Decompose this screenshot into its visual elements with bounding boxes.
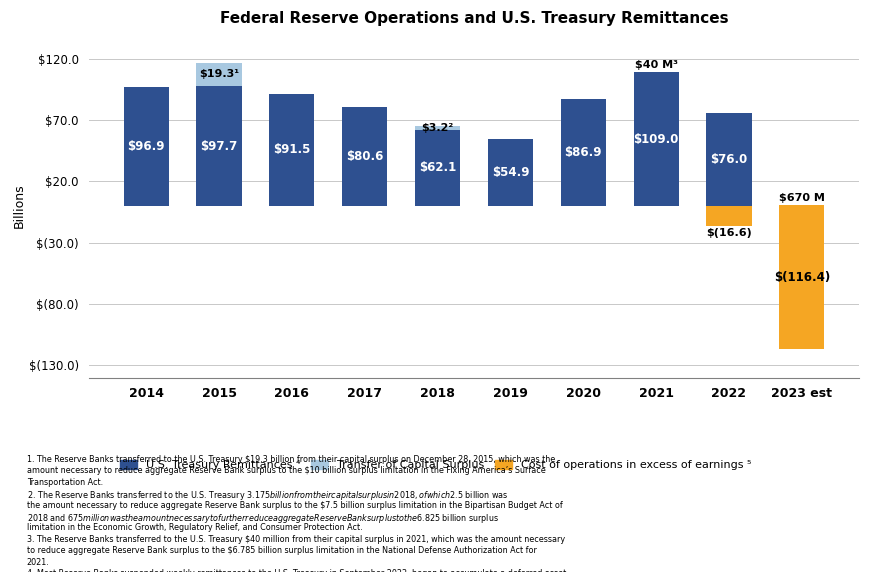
- Legend: U.S. Treasury Remittances ⁴, Transfer of Capital Surplus, Cost of operations in : U.S. Treasury Remittances ⁴, Transfer of…: [115, 455, 756, 475]
- Text: $3.2²: $3.2²: [422, 123, 454, 133]
- Text: $97.7: $97.7: [200, 140, 237, 153]
- Text: 2021.: 2021.: [27, 558, 50, 567]
- Text: to reduce aggregate Reserve Bank surplus to the $6.785 billion surplus limitatio: to reduce aggregate Reserve Bank surplus…: [27, 546, 536, 555]
- Bar: [197, 62, 242, 86]
- Text: 2018 and $675 million was the amount necessary to further reduce aggregate Reser: 2018 and $675 million was the amount nec…: [27, 512, 499, 525]
- Bar: [415, 130, 460, 206]
- Text: 2. The Reserve Banks transferred to the U.S. Treasury $3.175 billion from their : 2. The Reserve Banks transferred to the …: [27, 489, 508, 502]
- Bar: [706, 206, 751, 227]
- Bar: [269, 94, 315, 206]
- Title: Federal Reserve Operations and U.S. Treasury Remittances: Federal Reserve Operations and U.S. Trea…: [220, 11, 728, 26]
- Text: $76.0: $76.0: [711, 153, 748, 166]
- Bar: [706, 113, 751, 206]
- Text: $91.5: $91.5: [273, 144, 311, 156]
- Text: $(116.4): $(116.4): [773, 271, 830, 284]
- Text: Transportation Act.: Transportation Act.: [27, 478, 103, 487]
- Bar: [779, 206, 824, 348]
- Text: $62.1: $62.1: [419, 161, 456, 174]
- Y-axis label: Billions: Billions: [13, 184, 26, 228]
- Text: 1. The Reserve Banks transferred to the U.S. Treasury $19.3 billion from their c: 1. The Reserve Banks transferred to the …: [27, 455, 555, 464]
- Text: 3. The Reserve Banks transferred to the U.S. Treasury $40 million from their cap: 3. The Reserve Banks transferred to the …: [27, 535, 564, 544]
- Text: the amount necessary to reduce aggregate Reserve Bank surplus to the $7.5 billio: the amount necessary to reduce aggregate…: [27, 500, 563, 510]
- Bar: [779, 205, 824, 206]
- Bar: [488, 138, 533, 206]
- Text: limitation in the Economic Growth, Regulatory Relief, and Consumer Protection Ac: limitation in the Economic Growth, Regul…: [27, 523, 362, 533]
- Bar: [779, 205, 824, 206]
- Bar: [633, 72, 679, 206]
- Bar: [561, 100, 606, 206]
- Text: $19.3¹: $19.3¹: [199, 69, 239, 80]
- Text: $96.9: $96.9: [128, 140, 165, 153]
- Bar: [415, 126, 460, 130]
- Text: $40 M³: $40 M³: [634, 60, 678, 70]
- Text: $80.6: $80.6: [346, 150, 384, 163]
- Text: $109.0: $109.0: [633, 133, 679, 146]
- Text: amount necessary to reduce aggregate Reserve Bank surplus to the $10 billion sur: amount necessary to reduce aggregate Res…: [27, 466, 545, 475]
- FancyBboxPatch shape: [0, 7, 886, 451]
- Text: $54.9: $54.9: [492, 166, 529, 179]
- Bar: [124, 87, 169, 206]
- Text: $86.9: $86.9: [564, 146, 602, 159]
- Bar: [197, 86, 242, 206]
- Text: 4. Most Reserve Banks suspended weekly remittances to the U.S. Treasury in Septe: 4. Most Reserve Banks suspended weekly r…: [27, 569, 566, 572]
- Text: $670 M: $670 M: [779, 193, 825, 202]
- Bar: [342, 107, 387, 206]
- Text: $(16.6): $(16.6): [706, 228, 752, 238]
